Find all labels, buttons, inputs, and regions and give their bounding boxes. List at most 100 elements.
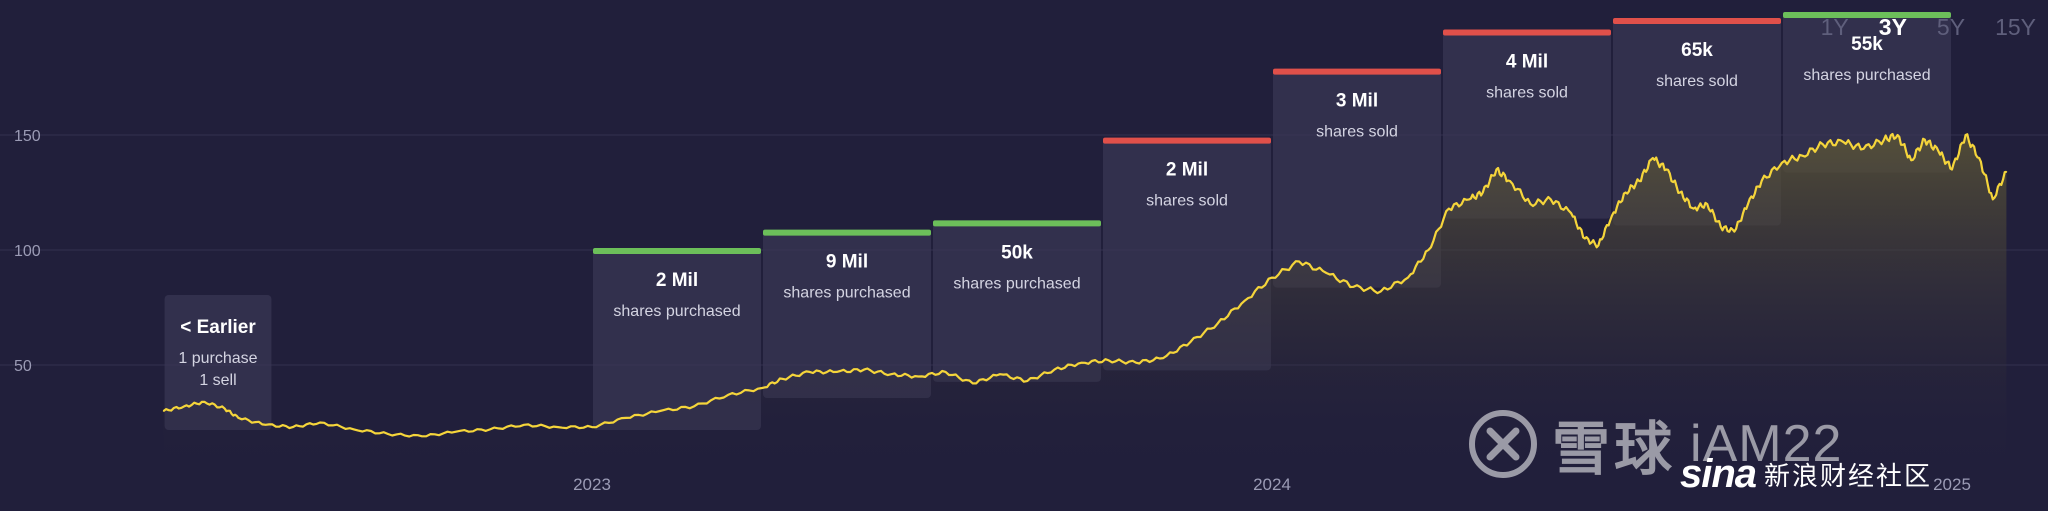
transaction-box-purchase[interactable]: 55k shares purchased xyxy=(1783,12,1951,173)
price-point xyxy=(1189,341,1192,343)
price-point xyxy=(1298,260,1300,263)
price-point xyxy=(1495,168,1498,171)
transaction-box-sale[interactable]: 3 Mil shares sold xyxy=(1273,68,1441,288)
price-point xyxy=(1760,180,1763,182)
price-point xyxy=(1924,138,1926,141)
transaction-value: 65k xyxy=(1681,40,1713,61)
transaction-label: shares sold xyxy=(1146,193,1228,210)
price-point xyxy=(1482,191,1484,194)
price-point xyxy=(292,426,294,428)
transaction-box-bg xyxy=(1783,12,1951,173)
price-point xyxy=(944,371,947,373)
price-point xyxy=(162,410,165,412)
price-point xyxy=(1427,249,1430,251)
y-tick-label: 150 xyxy=(14,128,41,145)
price-point xyxy=(972,382,974,385)
transaction-box-bg xyxy=(1273,68,1441,288)
price-point xyxy=(1896,134,1899,136)
price-point xyxy=(1550,198,1552,201)
tab-1y[interactable]: 1Y xyxy=(1820,14,1849,40)
price-point xyxy=(1665,168,1668,171)
transaction-value: 50k xyxy=(1001,242,1033,263)
price-point xyxy=(1910,159,1912,162)
price-point xyxy=(319,421,321,424)
transaction-box-earlier[interactable]: < Earlier 1 purchase 1 sell xyxy=(164,295,272,430)
price-point xyxy=(1992,198,1994,201)
price-point xyxy=(1325,272,1328,274)
price-point xyxy=(557,426,559,428)
transaction-box-bg xyxy=(164,295,272,430)
price-point xyxy=(1822,143,1824,145)
transaction-label: shares purchased xyxy=(783,285,910,302)
price-point xyxy=(237,417,240,419)
price-point xyxy=(890,373,892,376)
price-point xyxy=(1407,276,1409,279)
transaction-box-purchase[interactable]: 9 Mil shares purchased xyxy=(763,229,931,398)
sale-indicator-bar xyxy=(1443,29,1611,36)
transaction-box-purchase[interactable]: 50k shares purchased xyxy=(933,220,1101,382)
price-point xyxy=(1352,286,1355,288)
tab-5y[interactable]: 5Y xyxy=(1936,14,1966,40)
price-point xyxy=(2005,171,2008,173)
price-point xyxy=(1162,357,1164,359)
price-point xyxy=(1135,361,1137,364)
price-point xyxy=(917,375,920,378)
price-point xyxy=(1964,134,1967,136)
transaction-label: shares sold xyxy=(1486,85,1568,102)
price-point xyxy=(1216,322,1219,325)
price-point xyxy=(183,405,185,408)
transaction-boxes: < Earlier 1 purchase 1 sell 2 Mil shares pur… xyxy=(164,12,1951,430)
x-axis-ticks: 2023 2024 2025 xyxy=(573,475,1971,494)
sina-watermark: sina 新浪财经社区 xyxy=(1680,452,1932,497)
price-point xyxy=(693,405,695,408)
price-point xyxy=(1026,380,1028,382)
transaction-box-purchase[interactable]: 2 Mil shares purchased xyxy=(593,248,761,430)
price-point xyxy=(1638,180,1640,182)
price-point xyxy=(1080,361,1083,364)
sina-text: 新浪财经社区 xyxy=(1764,461,1933,491)
price-point xyxy=(1271,276,1273,279)
sale-indicator-bar xyxy=(1103,137,1271,144)
x-tick-label: 2025 xyxy=(1933,475,1971,494)
price-series xyxy=(162,132,2008,480)
price-point xyxy=(1509,180,1511,182)
transaction-label: shares sold xyxy=(1656,73,1738,90)
transaction-label: shares purchased xyxy=(1803,67,1930,84)
price-point xyxy=(1883,138,1885,141)
price-point xyxy=(1733,230,1736,233)
transaction-label: shares sold xyxy=(1316,124,1398,141)
price-point xyxy=(1108,359,1110,362)
transaction-value: 3 Mil xyxy=(1336,91,1378,112)
price-point xyxy=(1597,244,1600,247)
price-point xyxy=(1692,207,1695,210)
transaction-label: shares purchased xyxy=(613,303,740,320)
transaction-box-bg xyxy=(933,220,1101,382)
price-point xyxy=(1720,226,1722,228)
xueqiu-watermark: 雪球 iAM22 xyxy=(1468,402,1842,486)
transaction-value: 55k xyxy=(1851,34,1883,55)
price-point xyxy=(727,394,729,396)
price-point xyxy=(421,435,423,438)
transaction-label: 1 purchase xyxy=(178,350,257,367)
purchase-indicator-bar xyxy=(933,220,1101,227)
price-point xyxy=(999,373,1001,376)
price-point xyxy=(1781,161,1783,164)
price-point xyxy=(455,430,457,433)
transaction-value: 4 Mil xyxy=(1506,52,1548,73)
price-point xyxy=(203,401,206,403)
sina-logo: sina xyxy=(1680,452,1757,496)
transaction-box-bg xyxy=(763,229,931,398)
price-point xyxy=(1862,148,1865,150)
transaction-box-sale[interactable]: 4 Mil shares sold xyxy=(1443,29,1611,219)
price-point xyxy=(625,417,627,419)
price-point xyxy=(1951,168,1953,171)
price-point xyxy=(264,424,267,426)
price-point xyxy=(353,428,355,431)
price-point xyxy=(1380,290,1382,293)
price-point xyxy=(781,378,784,380)
tab-15y[interactable]: 15Y xyxy=(1995,14,2036,40)
price-point xyxy=(1679,191,1681,194)
x-tick-label: 2024 xyxy=(1253,475,1291,494)
tab-3y[interactable]: 3Y xyxy=(1878,14,1907,40)
